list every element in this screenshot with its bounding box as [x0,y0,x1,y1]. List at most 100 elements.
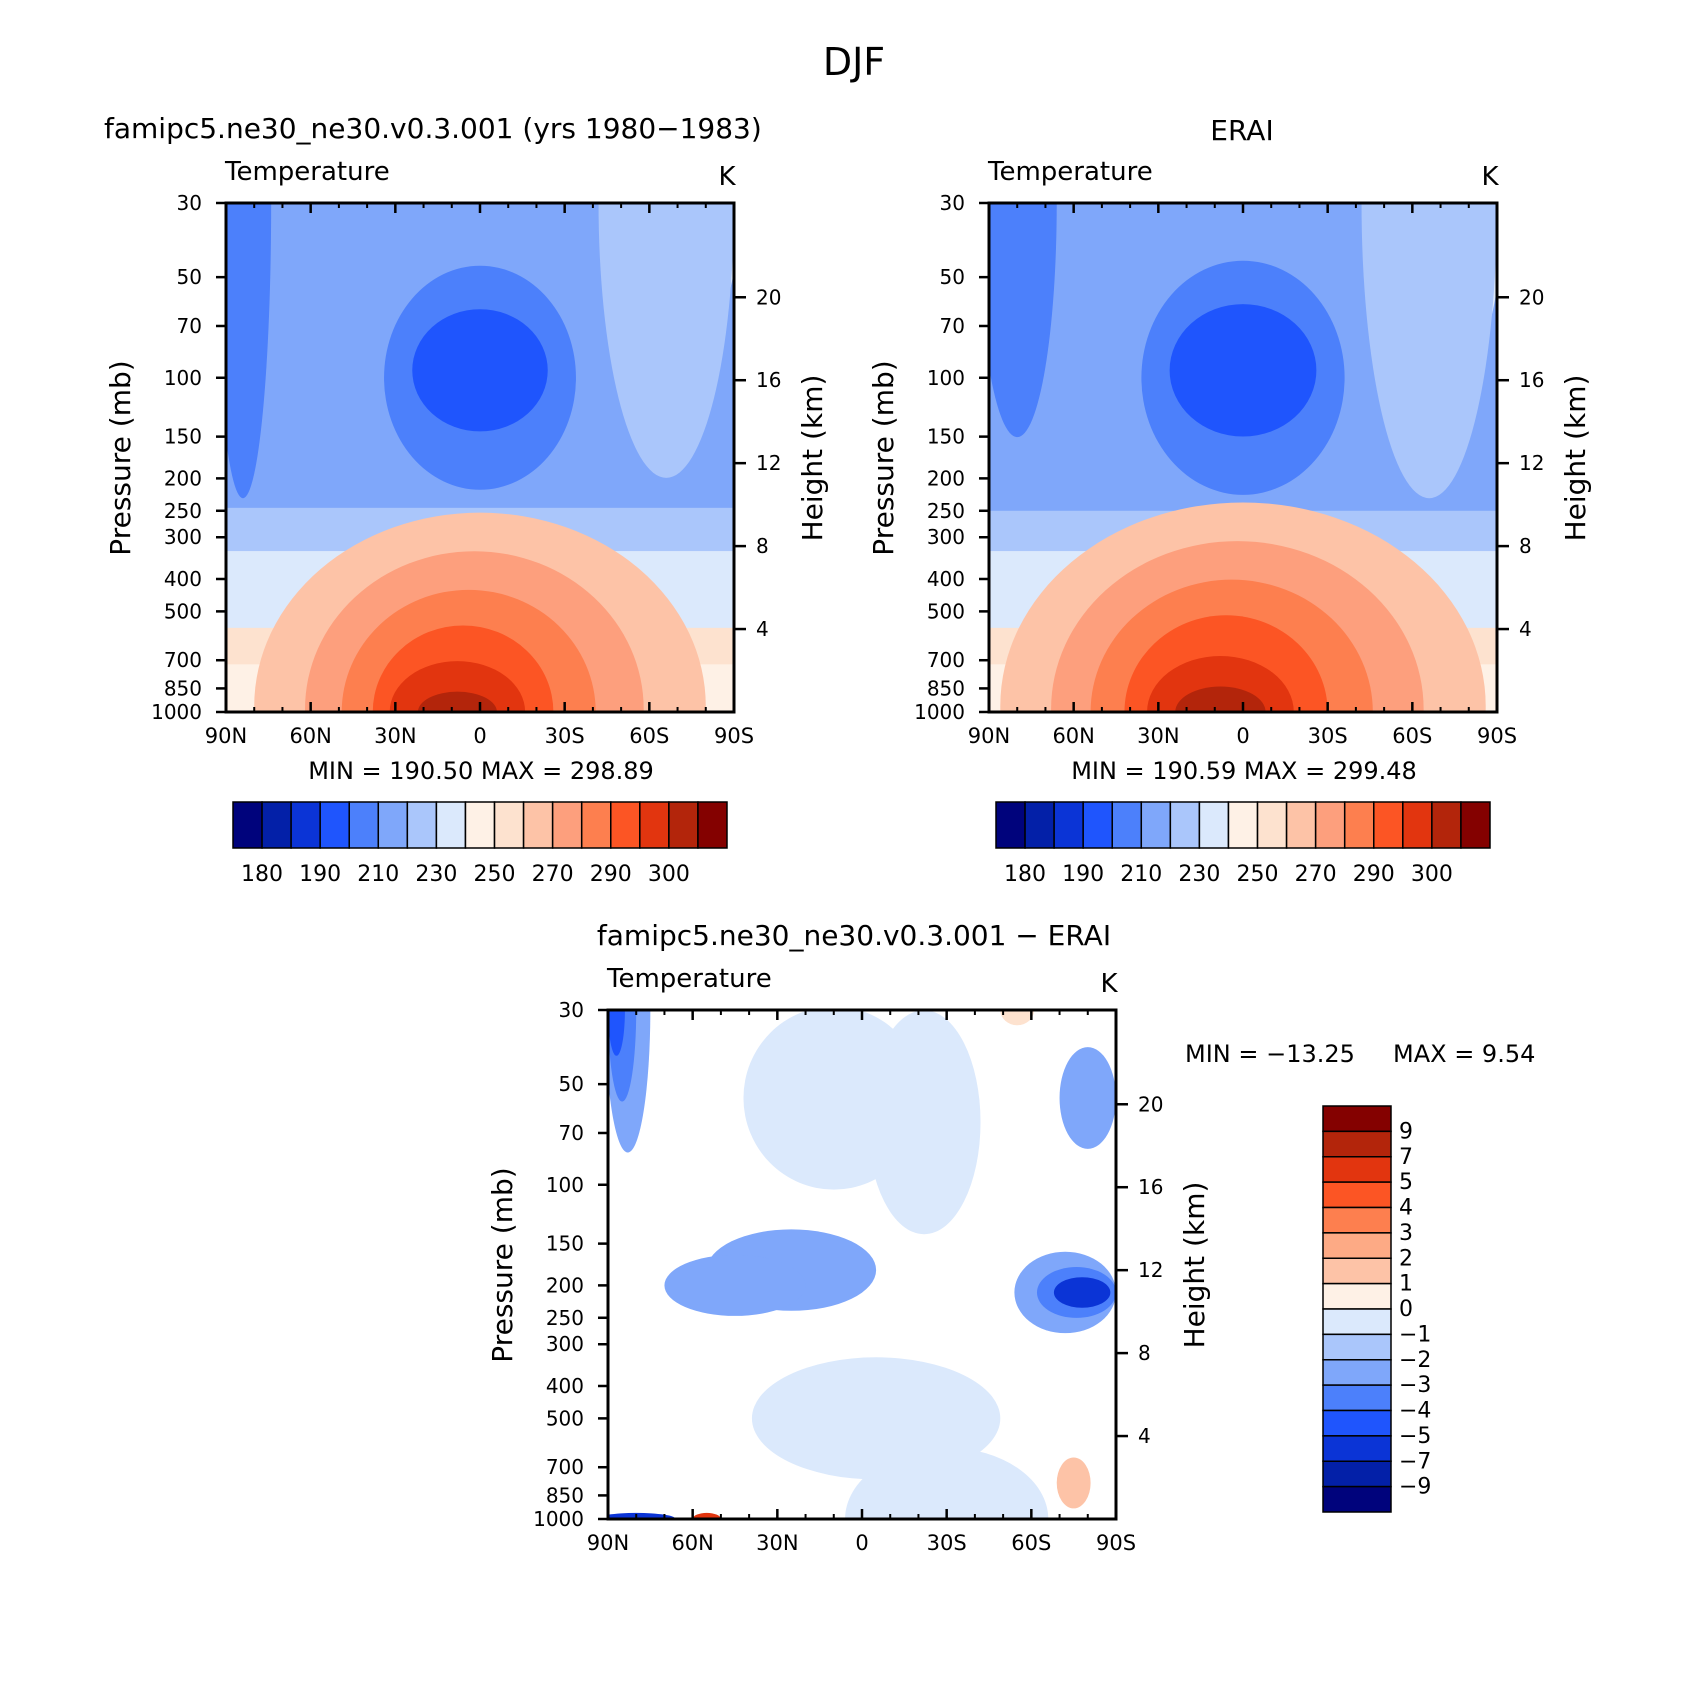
colorbar-label: 270 [532,862,574,887]
colorbar-box [1460,801,1491,849]
colorbar-box [1322,1384,1392,1412]
y-tick-label: 1000 [533,1507,584,1531]
colorbar-label: 290 [1353,862,1395,887]
contour-region [1053,1277,1111,1308]
height-tick-label: 20 [756,285,781,309]
contour-plot: 90N 60N 30N 0 30S 60S 90S 30 50 70 100 150 200 250300… [914,191,1544,748]
colorbar-box [1322,1130,1392,1158]
x-tick-label: 30S [927,1531,967,1555]
x-tick-label: 30N [374,724,416,748]
contour-region [608,1010,625,1056]
y-tick-label: 850 [164,676,202,700]
panel-model: famipc5.ne30_ne30.v0.3.001 (yrs 1980−198… [104,112,829,887]
x-tick-label: 90S [1096,1531,1136,1555]
min-max-stats: MIN = 190.59 MAX = 299.48 [1071,757,1417,785]
colorbar-label: 4 [1399,1196,1413,1221]
x-tick-label: 90N [968,724,1010,748]
colorbar-label: 230 [415,862,457,887]
x-tick-label: 30N [756,1531,798,1555]
y-tick-label: 30 [177,191,202,215]
y-tick-label: 1000 [151,700,202,724]
y-tick-label: 400 [927,567,965,591]
colorbar-label: 250 [1237,862,1279,887]
x-tick-label: 90S [714,724,754,748]
y-tick-label: 700 [546,1455,584,1479]
colorbar-box [1322,1359,1392,1386]
x-tick-label: 60N [671,1531,713,1555]
x-tick-label: 0 [855,1531,868,1555]
colorbar-box [1198,801,1230,849]
colorbar-label: 300 [648,862,690,887]
x-tick-label: 60S [1392,724,1432,748]
y-axis-right-label: Height (km) [1178,1182,1211,1349]
contour-region [412,309,548,432]
colorbar-box [1111,801,1143,849]
y-axis-label: Pressure (mb) [867,360,900,555]
colorbar-box [1140,801,1172,849]
colorbar-box [290,801,321,849]
colorbar-label: −1 [1399,1322,1431,1347]
colorbar-box [1322,1485,1392,1513]
contour-region [389,661,526,712]
colorbar-label: 3 [1399,1221,1413,1246]
y-tick-label: 70 [559,1121,584,1145]
colorbar-box [1322,1409,1392,1437]
contour-region [692,1512,721,1519]
variable-label: Temperature [606,964,772,994]
y-tick-label: 700 [927,648,965,672]
height-tick-label: 8 [1138,1341,1151,1365]
colorbar-label: 290 [590,862,632,887]
y-axis-right-label: Height (km) [796,375,829,542]
contour-region [989,203,1057,438]
y-tick-label: 50 [559,1072,584,1096]
colorbar-box [580,801,612,849]
colorbar-box [522,801,554,849]
height-tick-label: 12 [1138,1258,1163,1282]
height-tick-label: 4 [1519,617,1532,641]
y-tick-label: 1000 [914,700,965,724]
colorbar-box [1285,801,1317,849]
y-axis-label: Pressure (mb) [104,360,137,555]
colorbar-box [493,801,525,849]
x-tick-label: 90S [1477,724,1517,748]
y-tick-label: 70 [940,314,965,338]
y-tick-label: 300 [546,1332,584,1356]
contour-region [845,1447,1049,1519]
colorbar-label: −2 [1399,1348,1431,1373]
height-tick-label: 12 [1519,451,1544,475]
y-tick-label: 500 [927,599,965,623]
colorbar-box [232,801,263,849]
x-tick-label: 60N [289,724,331,748]
colorbar-box [668,801,699,849]
y-tick-label: 30 [940,191,965,215]
y-tick-label: 300 [164,525,202,549]
y-tick-label: 100 [927,366,965,390]
panel-obs: ERAI Temperature K Pressure (mb) Height … [867,114,1592,887]
colorbar-box [1322,1282,1392,1310]
colorbar-box [610,801,641,849]
contour-region [598,203,734,478]
colorbar-box [995,801,1026,849]
x-tick-label: 30S [1308,724,1348,748]
colorbar-box [377,801,409,849]
colorbar-box [1227,801,1259,849]
colorbar-box [1169,801,1201,849]
colorbar-label: 2 [1399,1246,1413,1271]
x-tick-label: 30S [545,724,585,748]
colorbar-box [1322,1333,1392,1361]
colorbar-box [1053,801,1084,849]
colorbar-box [1322,1206,1392,1234]
x-tick-label: 60S [1011,1531,1051,1555]
colorbar-label: 0 [1399,1297,1413,1322]
colorbar-box [697,801,728,849]
colorbar-label: 270 [1295,862,1337,887]
colorbar-label: 5 [1399,1170,1413,1195]
height-tick-label: 20 [1138,1092,1163,1116]
colorbar-box [1024,801,1055,849]
y-tick-label: 100 [164,366,202,390]
colorbar-label: −3 [1399,1373,1431,1398]
y-tick-label: 30 [559,998,584,1022]
colorbar-label: 180 [1004,862,1046,887]
height-tick-label: 16 [1138,1175,1163,1199]
colorbar-box [1322,1105,1392,1133]
